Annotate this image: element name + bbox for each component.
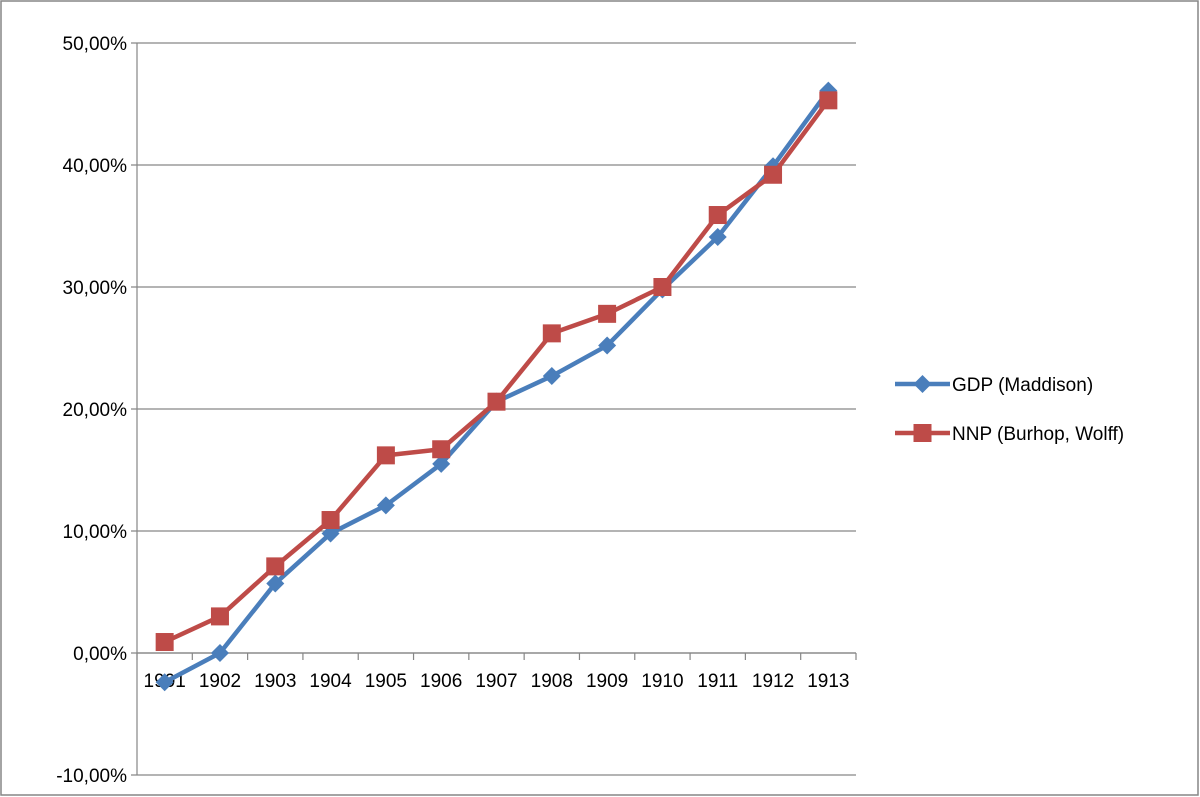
- data-point: [432, 454, 451, 473]
- series-lines: [155, 81, 838, 692]
- x-tick-label: 1909: [586, 671, 628, 692]
- data-point: [819, 91, 838, 110]
- x-tick-label: 1911: [697, 671, 738, 692]
- x-axis-tick-labels: 1901190219031904190519061907190819091910…: [144, 671, 850, 692]
- data-point: [376, 446, 395, 465]
- data-point: [653, 278, 672, 296]
- x-tick-label: 1906: [420, 671, 462, 692]
- legend-label: NNP (Burhop, Wolff): [952, 424, 1124, 445]
- data-point: [266, 557, 285, 576]
- axes: [136, 43, 857, 775]
- data-point: [210, 607, 229, 626]
- x-tick-label: 1904: [309, 671, 352, 692]
- x-tick-label: 1913: [807, 671, 849, 692]
- legend-entry: GDP (Maddison): [895, 375, 1093, 396]
- legend-entry: NNP (Burhop, Wolff): [895, 424, 1124, 445]
- x-tick-label: 1902: [199, 671, 241, 692]
- data-point: [708, 206, 727, 225]
- legend: GDP (Maddison) NNP (Burhop, Wolff): [895, 375, 1124, 445]
- data-point: [155, 633, 174, 652]
- data-point: [764, 165, 783, 184]
- y-tick-label: 50,00%: [63, 34, 128, 55]
- x-tick-label: 1908: [531, 671, 573, 692]
- legend-marker: [913, 424, 932, 442]
- x-tick-label: 1903: [254, 671, 296, 692]
- data-point: [266, 574, 285, 593]
- y-axis-tick-labels: -10,00% 0,00% 10,00% 20,00% 30,00% 40,00% 50,0…: [56, 34, 127, 787]
- y-tick-label: 40,00%: [63, 156, 128, 177]
- y-tick-label: 0,00%: [73, 644, 127, 665]
- data-point: [598, 304, 617, 323]
- data-point: [210, 644, 229, 662]
- y-tick-label: 30,00%: [63, 278, 128, 299]
- data-point: [708, 227, 727, 246]
- data-point: [542, 324, 561, 343]
- x-tick-label: 1907: [475, 671, 517, 692]
- data-point: [376, 496, 395, 515]
- data-point: [432, 440, 451, 459]
- data-point: [598, 336, 617, 355]
- data-point: [487, 392, 506, 411]
- data-point: [542, 367, 561, 386]
- x-tick-label: 1905: [365, 671, 407, 692]
- y-tick-label: 20,00%: [63, 400, 128, 421]
- y-tick-label: 10,00%: [63, 522, 128, 543]
- x-tick-label: 1910: [641, 671, 683, 692]
- legend-label: GDP (Maddison): [952, 375, 1093, 396]
- legend-marker: [913, 375, 932, 393]
- series-2: [155, 91, 838, 652]
- data-point: [321, 511, 340, 530]
- data-point: [155, 673, 174, 692]
- y-tick-label: -10,00%: [56, 766, 127, 787]
- x-tick-label: 1912: [752, 671, 794, 692]
